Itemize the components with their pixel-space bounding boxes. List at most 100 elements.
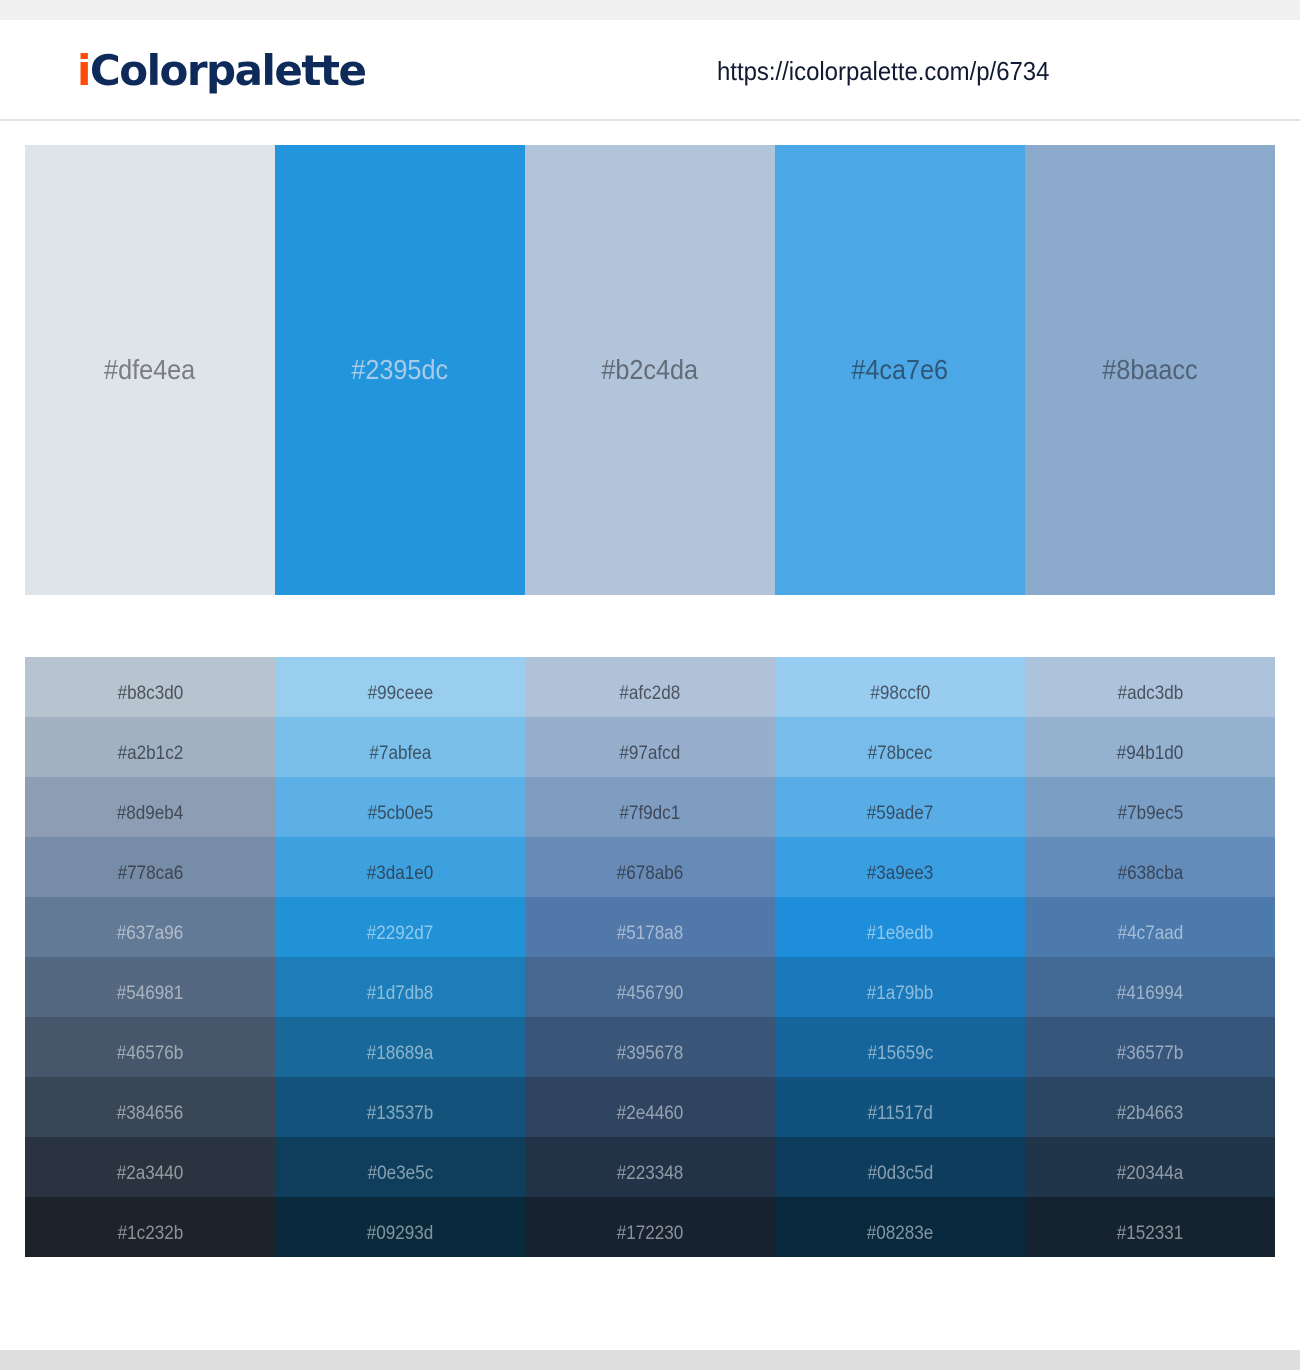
shade-cell[interactable]: #7b9ec5 (1025, 777, 1275, 837)
shade-cell[interactable]: #7abfea (275, 717, 525, 777)
shade-cell[interactable]: #a2b1c2 (25, 717, 275, 777)
shade-cell[interactable]: #8d9eb4 (25, 777, 275, 837)
shade-cell[interactable]: #0d3c5d (775, 1137, 1025, 1197)
shade-hex-label: #3a9ee3 (866, 863, 934, 884)
site-header: iColorpalette https://icolorpalette.com/… (0, 20, 1300, 121)
top-band (0, 0, 1300, 20)
shade-hex-label: #416994 (1116, 983, 1184, 1004)
shade-hex-label: #adc3db (1117, 683, 1183, 704)
page-url[interactable]: https://icolorpalette.com/p/6734 (717, 56, 1050, 86)
shade-cell[interactable]: #11517d (775, 1077, 1025, 1137)
shade-hex-label: #5cb0e5 (367, 803, 433, 824)
shade-column: #b8c3d0 #a2b1c2 #8d9eb4 #778ca6 #637a96 #5469… (25, 657, 275, 1257)
shade-cell[interactable]: #2292d7 (275, 897, 525, 957)
shade-hex-label: #1c232b (117, 1223, 183, 1244)
shade-cell[interactable]: #223348 (525, 1137, 775, 1197)
shade-cell[interactable]: #08283e (775, 1197, 1025, 1257)
shade-cell[interactable]: #7f9dc1 (525, 777, 775, 837)
shade-hex-label: #99ceee (367, 683, 433, 704)
shades-grid: #b8c3d0 #a2b1c2 #8d9eb4 #778ca6 #637a96 #5469… (25, 657, 1275, 1257)
shade-hex-label: #7f9dc1 (619, 803, 681, 824)
shade-cell[interactable]: #78bcec (775, 717, 1025, 777)
shade-hex-label: #2b4663 (1116, 1103, 1184, 1124)
shade-cell[interactable]: #b8c3d0 (25, 657, 275, 717)
shade-cell[interactable]: #172230 (525, 1197, 775, 1257)
swatch-hex-label: #2395dc (351, 354, 449, 385)
shade-cell[interactable]: #3a9ee3 (775, 837, 1025, 897)
shade-cell[interactable]: #adc3db (1025, 657, 1275, 717)
shade-cell[interactable]: #0e3e5c (275, 1137, 525, 1197)
shade-hex-label: #a2b1c2 (117, 743, 183, 764)
shade-cell[interactable]: #13537b (275, 1077, 525, 1137)
shade-hex-label: #546981 (116, 983, 184, 1004)
shade-cell[interactable]: #1c232b (25, 1197, 275, 1257)
shade-cell[interactable]: #59ade7 (775, 777, 1025, 837)
shade-cell[interactable]: #384656 (25, 1077, 275, 1137)
shade-hex-label: #2292d7 (366, 923, 434, 944)
shade-cell[interactable]: #94b1d0 (1025, 717, 1275, 777)
shade-hex-label: #78bcec (867, 743, 933, 764)
shade-hex-label: #678ab6 (616, 863, 684, 884)
shade-cell[interactable]: #1d7db8 (275, 957, 525, 1017)
shade-cell[interactable]: #2b4663 (1025, 1077, 1275, 1137)
shade-hex-label: #1e8edb (866, 923, 934, 944)
shade-cell[interactable]: #638cba (1025, 837, 1275, 897)
palette-swatch[interactable]: #dfe4ea (25, 145, 275, 595)
swatch-hex-label: #b2c4da (601, 354, 699, 385)
shade-hex-label: #98ccf0 (870, 683, 930, 704)
shade-column: #98ccf0 #78bcec #59ade7 #3a9ee3 #1e8edb #1a79… (775, 657, 1025, 1257)
shade-hex-label: #1d7db8 (366, 983, 434, 1004)
shade-hex-label: #3da1e0 (366, 863, 434, 884)
shade-column: #99ceee #7abfea #5cb0e5 #3da1e0 #2292d7 #1d7d… (275, 657, 525, 1257)
shade-cell[interactable]: #3da1e0 (275, 837, 525, 897)
shade-cell[interactable]: #99ceee (275, 657, 525, 717)
shade-cell[interactable]: #18689a (275, 1017, 525, 1077)
palette-swatch[interactable]: #b2c4da (525, 145, 775, 595)
shade-hex-label: #152331 (1116, 1223, 1184, 1244)
shade-hex-label: #637a96 (116, 923, 184, 944)
shade-hex-label: #18689a (366, 1043, 434, 1064)
bottom-band (0, 1350, 1300, 1370)
shade-hex-label: #223348 (616, 1163, 684, 1184)
shade-cell[interactable]: #152331 (1025, 1197, 1275, 1257)
palette-swatch[interactable]: #8baacc (1025, 145, 1275, 595)
shade-cell[interactable]: #98ccf0 (775, 657, 1025, 717)
shade-hex-label: #172230 (616, 1223, 684, 1244)
shade-hex-label: #7b9ec5 (1117, 803, 1183, 824)
palette-swatch[interactable]: #2395dc (275, 145, 525, 595)
logo[interactable]: iColorpalette (77, 46, 367, 95)
shade-hex-label: #20344a (1116, 1163, 1184, 1184)
swatch-hex-label: #4ca7e6 (851, 354, 949, 385)
shade-hex-label: #395678 (616, 1043, 684, 1064)
shade-hex-label: #97afcd (619, 743, 681, 764)
shade-hex-label: #384656 (116, 1103, 184, 1124)
shade-hex-label: #11517d (867, 1103, 933, 1124)
shade-cell[interactable]: #778ca6 (25, 837, 275, 897)
shade-cell[interactable]: #546981 (25, 957, 275, 1017)
shade-cell[interactable]: #678ab6 (525, 837, 775, 897)
shade-cell[interactable]: #2e4460 (525, 1077, 775, 1137)
shade-cell[interactable]: #1a79bb (775, 957, 1025, 1017)
shade-hex-label: #638cba (1117, 863, 1183, 884)
shade-cell[interactable]: #afc2d8 (525, 657, 775, 717)
shade-cell[interactable]: #20344a (1025, 1137, 1275, 1197)
shade-cell[interactable]: #416994 (1025, 957, 1275, 1017)
shade-cell[interactable]: #4c7aad (1025, 897, 1275, 957)
shade-hex-label: #59ade7 (866, 803, 934, 824)
shade-cell[interactable]: #36577b (1025, 1017, 1275, 1077)
shade-cell[interactable]: #97afcd (525, 717, 775, 777)
shade-cell[interactable]: #637a96 (25, 897, 275, 957)
shade-column: #afc2d8 #97afcd #7f9dc1 #678ab6 #5178a8 #4567… (525, 657, 775, 1257)
shade-cell[interactable]: #456790 (525, 957, 775, 1017)
shade-cell[interactable]: #1e8edb (775, 897, 1025, 957)
shade-cell[interactable]: #5178a8 (525, 897, 775, 957)
shade-cell[interactable]: #46576b (25, 1017, 275, 1077)
shade-cell[interactable]: #395678 (525, 1017, 775, 1077)
shade-cell[interactable]: #15659c (775, 1017, 1025, 1077)
shade-cell[interactable]: #2a3440 (25, 1137, 275, 1197)
shade-cell[interactable]: #09293d (275, 1197, 525, 1257)
shade-cell[interactable]: #5cb0e5 (275, 777, 525, 837)
palette-swatch[interactable]: #4ca7e6 (775, 145, 1025, 595)
logo-text: Colorpalette (89, 46, 367, 95)
shade-column: #adc3db #94b1d0 #7b9ec5 #638cba #4c7aad #4169… (1025, 657, 1275, 1257)
